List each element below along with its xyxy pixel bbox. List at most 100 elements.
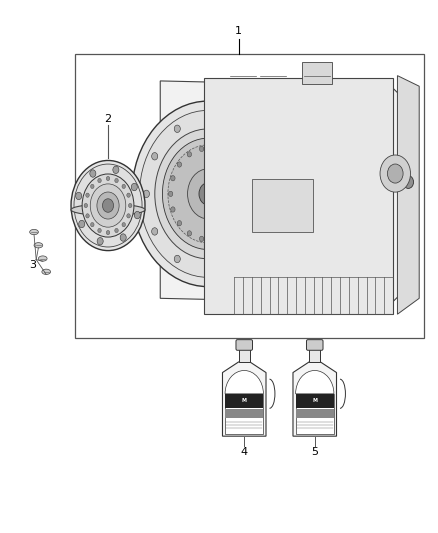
Circle shape xyxy=(106,176,110,181)
Circle shape xyxy=(187,152,191,157)
Polygon shape xyxy=(223,362,266,436)
Circle shape xyxy=(74,164,142,247)
Circle shape xyxy=(205,115,211,123)
Bar xyxy=(225,394,263,433)
Circle shape xyxy=(97,238,103,245)
Circle shape xyxy=(199,146,204,151)
Text: M: M xyxy=(242,398,247,403)
Circle shape xyxy=(122,222,125,227)
Circle shape xyxy=(106,230,110,235)
Ellipse shape xyxy=(34,243,43,248)
Polygon shape xyxy=(397,76,419,314)
Circle shape xyxy=(241,207,246,212)
Circle shape xyxy=(152,228,158,235)
Ellipse shape xyxy=(71,204,145,215)
Circle shape xyxy=(267,190,273,198)
Bar xyxy=(309,349,321,362)
Circle shape xyxy=(90,184,126,227)
Circle shape xyxy=(177,221,182,226)
Circle shape xyxy=(127,214,130,218)
Circle shape xyxy=(236,125,242,133)
Wedge shape xyxy=(296,370,334,394)
Circle shape xyxy=(91,184,94,189)
Text: 4: 4 xyxy=(240,447,248,457)
Circle shape xyxy=(258,228,265,235)
Ellipse shape xyxy=(30,229,39,235)
Text: 5: 5 xyxy=(311,447,318,457)
Polygon shape xyxy=(160,81,413,304)
FancyBboxPatch shape xyxy=(307,340,323,350)
Circle shape xyxy=(225,152,229,157)
Circle shape xyxy=(86,214,89,218)
Circle shape xyxy=(97,192,119,219)
Circle shape xyxy=(225,231,229,236)
Bar xyxy=(302,62,332,84)
Circle shape xyxy=(86,193,89,197)
Circle shape xyxy=(199,183,217,205)
Circle shape xyxy=(120,234,126,241)
Circle shape xyxy=(212,146,217,151)
Circle shape xyxy=(140,110,277,277)
Circle shape xyxy=(168,145,248,243)
Circle shape xyxy=(91,222,94,227)
Circle shape xyxy=(98,228,101,232)
Bar xyxy=(252,179,313,232)
Circle shape xyxy=(132,101,284,287)
Circle shape xyxy=(171,175,175,181)
Circle shape xyxy=(79,220,85,228)
Circle shape xyxy=(143,190,149,198)
Circle shape xyxy=(76,192,82,200)
Bar xyxy=(239,349,250,362)
Text: 1: 1 xyxy=(235,26,242,36)
Bar xyxy=(296,409,334,418)
Circle shape xyxy=(98,179,101,183)
Circle shape xyxy=(244,191,248,197)
Bar xyxy=(204,78,393,314)
Bar xyxy=(225,394,263,408)
Bar xyxy=(296,394,334,433)
Text: 2: 2 xyxy=(104,114,112,124)
Circle shape xyxy=(171,207,175,212)
Circle shape xyxy=(155,129,261,259)
Circle shape xyxy=(169,191,173,197)
Circle shape xyxy=(90,170,96,177)
Circle shape xyxy=(162,138,254,249)
Circle shape xyxy=(235,221,239,226)
Circle shape xyxy=(113,166,119,174)
Circle shape xyxy=(380,155,410,192)
Circle shape xyxy=(236,255,242,263)
Circle shape xyxy=(152,152,158,160)
Bar xyxy=(296,394,334,408)
Circle shape xyxy=(127,193,130,197)
Circle shape xyxy=(235,162,239,167)
FancyBboxPatch shape xyxy=(236,340,253,350)
Circle shape xyxy=(71,160,145,251)
Bar xyxy=(75,54,424,338)
Circle shape xyxy=(174,255,180,263)
Circle shape xyxy=(128,204,132,208)
Circle shape xyxy=(134,212,140,219)
Circle shape xyxy=(174,125,180,133)
Circle shape xyxy=(388,164,403,183)
Circle shape xyxy=(205,265,211,273)
Circle shape xyxy=(84,204,88,208)
Circle shape xyxy=(177,162,182,167)
Circle shape xyxy=(187,169,229,219)
Ellipse shape xyxy=(42,269,50,274)
Circle shape xyxy=(403,176,413,189)
Circle shape xyxy=(187,231,191,236)
Circle shape xyxy=(115,179,118,183)
Circle shape xyxy=(122,184,125,189)
Circle shape xyxy=(258,152,265,160)
Circle shape xyxy=(115,228,118,232)
Circle shape xyxy=(102,199,113,212)
Circle shape xyxy=(241,175,246,181)
Text: 3: 3 xyxy=(29,260,36,270)
Circle shape xyxy=(199,236,204,241)
Circle shape xyxy=(131,183,138,191)
Circle shape xyxy=(212,236,217,241)
Circle shape xyxy=(82,174,134,237)
Bar xyxy=(225,409,263,418)
Text: M: M xyxy=(312,398,317,403)
Wedge shape xyxy=(225,370,263,394)
